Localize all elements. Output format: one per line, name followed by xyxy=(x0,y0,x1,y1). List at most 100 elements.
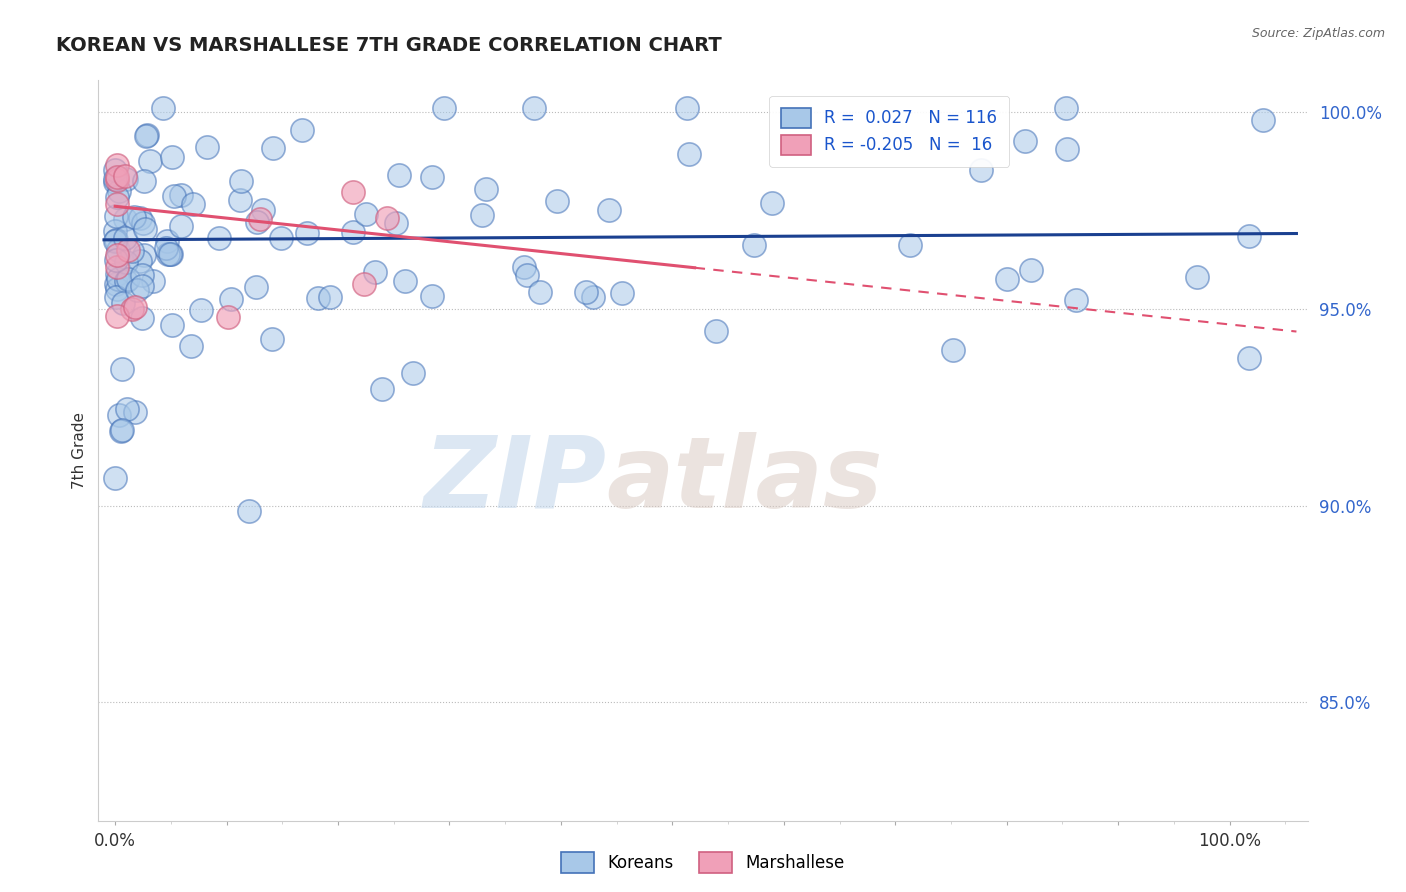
Point xyxy=(111,362,134,376)
Point xyxy=(114,212,136,227)
Point xyxy=(104,471,127,485)
Point xyxy=(375,211,398,225)
Point xyxy=(598,202,620,217)
Point xyxy=(105,260,128,275)
Point xyxy=(104,175,127,189)
Point xyxy=(105,196,128,211)
Point xyxy=(125,283,148,297)
Point xyxy=(160,318,183,333)
Point xyxy=(131,279,153,293)
Point xyxy=(134,248,156,262)
Point xyxy=(195,139,218,153)
Point xyxy=(105,173,128,187)
Point xyxy=(295,227,318,241)
Point xyxy=(124,405,146,419)
Point xyxy=(142,274,165,288)
Point xyxy=(761,195,783,210)
Point xyxy=(105,309,128,323)
Point xyxy=(105,158,128,172)
Point xyxy=(207,230,229,244)
Point xyxy=(169,219,191,234)
Point xyxy=(260,332,283,346)
Point xyxy=(114,169,136,184)
Point xyxy=(108,408,131,422)
Point xyxy=(523,101,546,115)
Point xyxy=(307,291,329,305)
Legend: R =  0.027   N = 116, R = -0.205   N =  16: R = 0.027 N = 116, R = -0.205 N = 16 xyxy=(769,96,1010,167)
Point xyxy=(105,190,128,204)
Point xyxy=(121,302,143,317)
Point xyxy=(105,170,128,185)
Point xyxy=(128,211,150,225)
Point xyxy=(135,129,157,144)
Point xyxy=(252,202,274,217)
Point xyxy=(370,382,392,396)
Point xyxy=(110,424,132,438)
Point xyxy=(354,207,377,221)
Point xyxy=(117,243,139,257)
Point xyxy=(262,141,284,155)
Point xyxy=(676,101,699,115)
Point xyxy=(364,265,387,279)
Point xyxy=(131,268,153,283)
Point xyxy=(170,187,193,202)
Point xyxy=(121,244,143,258)
Point xyxy=(394,274,416,288)
Point xyxy=(1056,142,1078,156)
Point xyxy=(388,168,411,182)
Point xyxy=(107,184,129,198)
Point xyxy=(132,216,155,230)
Point xyxy=(582,290,605,304)
Point xyxy=(1054,101,1077,115)
Point xyxy=(104,277,127,291)
Point xyxy=(129,254,152,268)
Point xyxy=(471,209,494,223)
Point xyxy=(114,255,136,269)
Point xyxy=(104,224,127,238)
Point xyxy=(159,247,181,261)
Point xyxy=(131,311,153,326)
Point xyxy=(420,289,443,303)
Point xyxy=(105,268,128,282)
Point xyxy=(342,225,364,239)
Point xyxy=(105,252,128,267)
Text: atlas: atlas xyxy=(606,432,883,529)
Point xyxy=(115,172,138,186)
Point xyxy=(104,290,127,304)
Point xyxy=(291,123,314,137)
Text: Source: ZipAtlas.com: Source: ZipAtlas.com xyxy=(1251,27,1385,40)
Point xyxy=(575,285,598,300)
Point xyxy=(152,101,174,115)
Point xyxy=(107,272,129,286)
Point xyxy=(353,277,375,292)
Point xyxy=(1237,351,1260,365)
Point xyxy=(229,194,252,208)
Point xyxy=(104,163,127,178)
Point xyxy=(105,247,128,261)
Point xyxy=(163,189,186,203)
Point xyxy=(610,285,633,300)
Point xyxy=(111,296,134,310)
Point xyxy=(132,174,155,188)
Point xyxy=(995,272,1018,286)
Point xyxy=(742,238,765,252)
Point xyxy=(115,274,138,288)
Point xyxy=(229,174,252,188)
Point xyxy=(1021,263,1043,277)
Point xyxy=(124,300,146,314)
Point xyxy=(134,221,156,235)
Point xyxy=(270,231,292,245)
Point xyxy=(159,247,181,261)
Point xyxy=(114,230,136,244)
Point xyxy=(1064,293,1087,308)
Y-axis label: 7th Grade: 7th Grade xyxy=(72,412,87,489)
Text: ZIP: ZIP xyxy=(423,432,606,529)
Point xyxy=(898,238,921,252)
Point xyxy=(1187,270,1209,285)
Point xyxy=(942,343,965,357)
Point xyxy=(342,185,364,199)
Point xyxy=(249,211,271,226)
Point xyxy=(117,272,139,286)
Point xyxy=(1239,228,1261,243)
Point xyxy=(104,234,127,248)
